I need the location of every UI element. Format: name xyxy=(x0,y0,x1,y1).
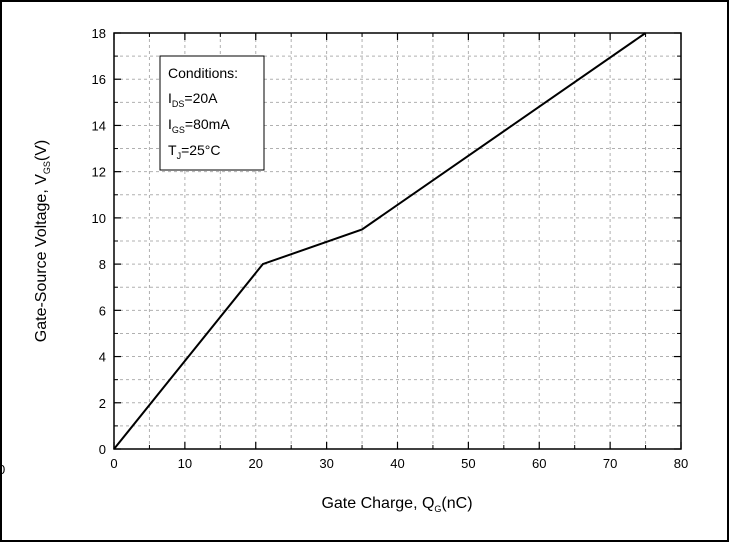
cropped-edge-label: 0 xyxy=(0,462,5,477)
plot-area-border xyxy=(113,32,682,450)
conditions-title: Conditions: xyxy=(168,65,238,81)
y-tick-label: 2 xyxy=(99,396,106,411)
y-tick-label: 4 xyxy=(99,350,106,365)
condition-ids-subscript: DS xyxy=(172,99,185,109)
x-tick-label: 30 xyxy=(319,456,333,471)
condition-ids-value: =20A xyxy=(184,90,218,106)
series-group xyxy=(113,32,647,450)
y-tick-label: 14 xyxy=(92,118,106,133)
y-tick-label: 6 xyxy=(99,303,106,318)
condition-tj-symbol: T xyxy=(168,142,177,158)
x-axis-title-unit: (nC) xyxy=(441,495,472,512)
condition-ids: IDS=20A xyxy=(168,90,218,109)
x-tick-label: 80 xyxy=(674,456,688,471)
y-tick-label: 10 xyxy=(92,211,106,226)
x-tick-label: 10 xyxy=(178,456,192,471)
y-tick-label: 8 xyxy=(99,257,106,272)
gate-charge-series-line xyxy=(113,32,647,450)
y-tick-label: 12 xyxy=(92,165,106,180)
condition-igs-symbol: I xyxy=(168,116,172,132)
x-tick-label: 40 xyxy=(390,456,404,471)
condition-igs-subscript: GS xyxy=(172,125,185,135)
y-axis-title-subscript: GS xyxy=(42,161,52,174)
x-axis-title-main: Gate Charge, Q xyxy=(321,495,434,512)
x-tick-label: 70 xyxy=(603,456,617,471)
y-tick-label: 16 xyxy=(92,72,106,87)
y-axis-title-unit: (V) xyxy=(33,140,50,161)
condition-tj-value: =25°C xyxy=(181,142,220,158)
y-axis-title-main: Gate-Source Voltage, V xyxy=(33,174,50,342)
x-tick-label: 60 xyxy=(532,456,546,471)
condition-ids-symbol: I xyxy=(168,90,172,106)
y-tick-label: 18 xyxy=(92,26,106,41)
condition-tj-subscript: J xyxy=(177,151,182,161)
grid-lines xyxy=(114,33,681,449)
x-axis-title: Gate Charge, QG(nC) xyxy=(321,495,472,514)
x-axis-ticks: 0 10 20 30 40 50 60 70 80 xyxy=(110,33,688,471)
condition-igs-value: =80mA xyxy=(185,116,230,132)
x-axis-title-subscript: G xyxy=(434,504,441,514)
x-tick-label: 50 xyxy=(461,456,475,471)
condition-igs: IGS=80mA xyxy=(168,116,230,135)
x-tick-label: 20 xyxy=(249,456,263,471)
conditions-box xyxy=(159,55,265,171)
y-axis-title: Gate-Source Voltage, VGS(V) xyxy=(33,140,52,342)
x-tick-label: 0 xyxy=(110,456,117,471)
condition-tj: TJ=25°C xyxy=(168,142,221,161)
y-tick-label: 0 xyxy=(99,442,106,457)
